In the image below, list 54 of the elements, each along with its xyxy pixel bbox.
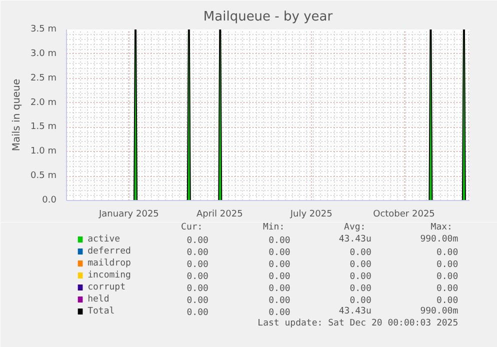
text: 0.00 <box>436 284 458 294</box>
y-tick-label: 1.0 m <box>30 146 57 157</box>
text: 0.00 <box>268 272 290 282</box>
y-axis-title: Mails in queue <box>12 78 23 152</box>
text: 0.00 <box>186 296 208 306</box>
text: 0.00 <box>436 260 458 270</box>
text: 0.00 <box>268 236 290 246</box>
text: Cur: <box>181 222 203 232</box>
y-tick-label: 2.5 m <box>30 73 57 84</box>
text: 43.43u <box>338 306 372 316</box>
x-tick-label: July 2025 <box>289 210 332 220</box>
text: 0.00 <box>186 248 208 258</box>
legend-label: deferred <box>88 246 131 256</box>
text: 0.00 <box>350 272 372 282</box>
text: 0.00 <box>350 248 372 258</box>
text: Max: <box>430 222 452 232</box>
text: Avg: <box>344 222 366 232</box>
text: 0.00 <box>186 272 208 282</box>
y-tick-label: 1.5 m <box>30 122 57 132</box>
text: 0.00 <box>350 296 372 306</box>
text: 0.00 <box>268 260 290 270</box>
y-tick-label: 0.0 <box>42 196 57 206</box>
y-tick-label: 2.0 m <box>30 98 57 108</box>
legend-label: Total <box>88 306 115 316</box>
text: 43.43u <box>338 234 372 244</box>
y-tick-label: 3.5 m <box>30 24 57 34</box>
text: 0.00 <box>186 236 208 246</box>
legend-label: active <box>88 234 120 244</box>
text: Min: <box>262 222 285 232</box>
text: 0.00 <box>436 296 458 306</box>
text: 0.00 <box>268 296 290 306</box>
chart-title: Mailqueue - by year <box>203 10 334 24</box>
text: 0.00 <box>350 284 372 294</box>
legend-label: maildrop <box>88 258 131 268</box>
x-tick-label: October 2025 <box>373 210 435 220</box>
text: 0.00 <box>268 284 290 294</box>
x-tick-label: April 2025 <box>196 210 243 220</box>
text: Last update: Sat Dec 20 00:00:03 2025 <box>258 318 458 328</box>
text: 0.00 <box>350 260 372 270</box>
text: 0.00 <box>186 284 208 294</box>
legend-label: held <box>88 294 110 304</box>
y-tick-label: 3.0 m <box>30 48 57 59</box>
text: 990.00m <box>420 306 458 316</box>
text: 0.00 <box>436 272 458 282</box>
text: 0.00 <box>186 260 208 270</box>
legend-label: corrupt <box>88 282 126 292</box>
text: 0.00 <box>268 308 290 318</box>
text: 0.00 <box>268 248 290 258</box>
y-tick-label: 0.5 m <box>30 171 57 182</box>
legend-label: incoming <box>88 270 131 280</box>
text: 0.00 <box>186 308 208 318</box>
text: 0.00 <box>436 248 458 258</box>
text: 990.00m <box>420 234 458 244</box>
x-tick-label: January 2025 <box>98 210 159 220</box>
